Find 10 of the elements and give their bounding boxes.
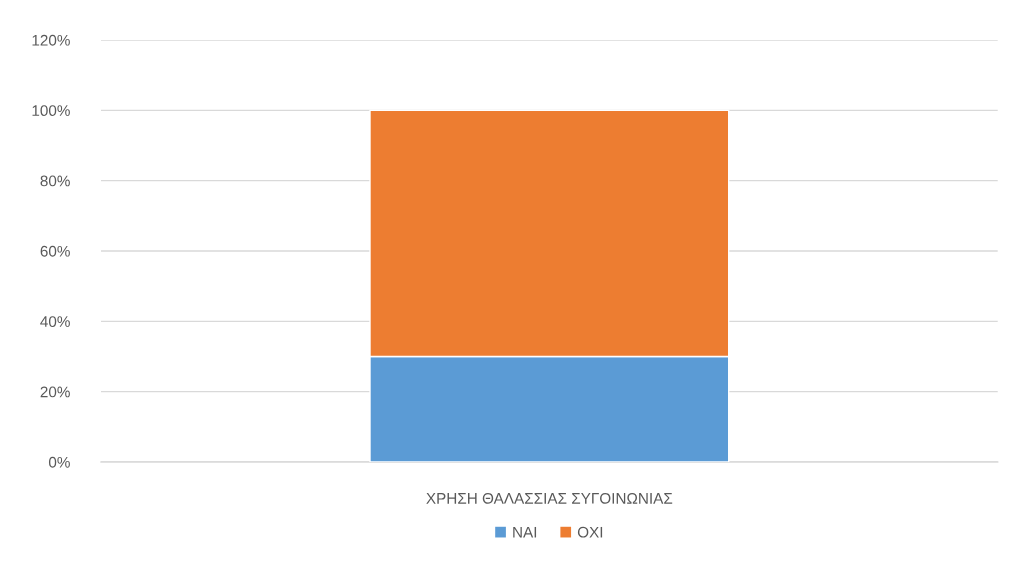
y-tick-label: 20% <box>40 386 70 398</box>
y-tick-label: 60% <box>40 245 70 257</box>
legend-label: ΝΑΙ <box>513 526 537 538</box>
legend-label: ΟΧΙ <box>577 526 603 538</box>
y-tick-label: 40% <box>40 316 70 328</box>
y-tick-label: 80% <box>40 175 70 187</box>
y-tick-label: 0% <box>48 456 70 468</box>
y-tick-label: 120% <box>32 34 70 46</box>
y-tick-label: 100% <box>32 105 70 117</box>
x-tick-label: ΧΡΗΣΗ ΘΑΛΑΣΣΙΑΣ ΣΥΓΟΙΝΩΝΙΑΣ <box>426 492 673 504</box>
